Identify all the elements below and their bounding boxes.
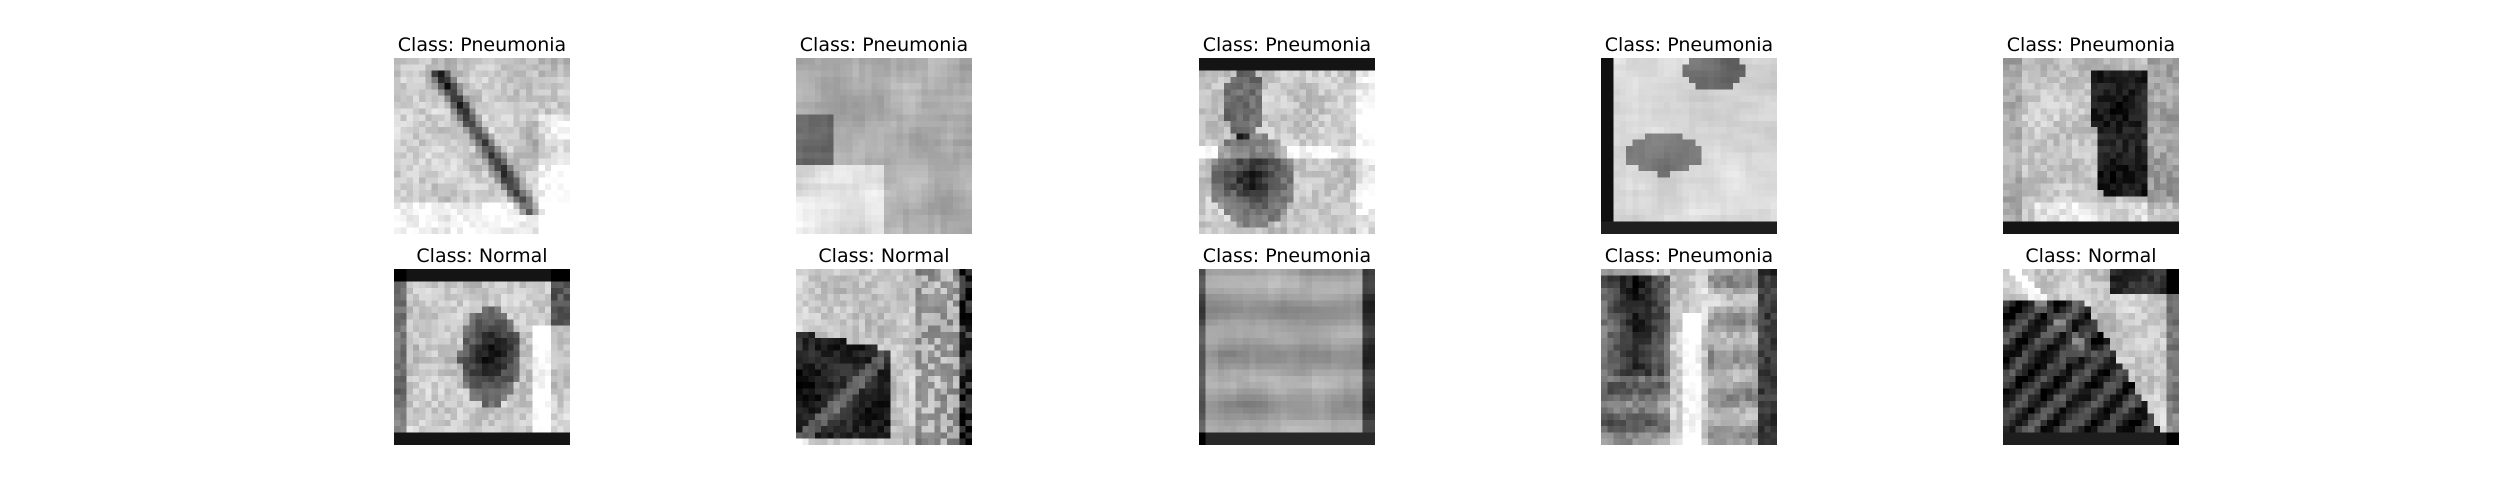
panel-title: Class: Normal [818,245,950,267]
panel-title: Class: Pneumonia [1202,34,1372,56]
panel-title: Class: Pneumonia [1604,245,1774,267]
panel-title: Class: Pneumonia [397,34,567,56]
panel-title: Class: Pneumonia [799,34,969,56]
xray-image [2003,58,2179,234]
xray-image [1601,58,1777,234]
panel-title: Class: Pneumonia [1202,245,1372,267]
xray-image [796,58,972,234]
xray-image [2003,269,2179,445]
panel-title: Class: Pneumonia [1604,34,1774,56]
xray-image [796,269,972,445]
xray-image [1199,58,1375,234]
xray-image [394,269,570,445]
xray-image [1601,269,1777,445]
panel-title: Class: Normal [416,245,548,267]
xray-image [1199,269,1375,445]
panel-title: Class: Pneumonia [2006,34,2176,56]
panel-title: Class: Normal [2025,245,2157,267]
xray-image [394,58,570,234]
